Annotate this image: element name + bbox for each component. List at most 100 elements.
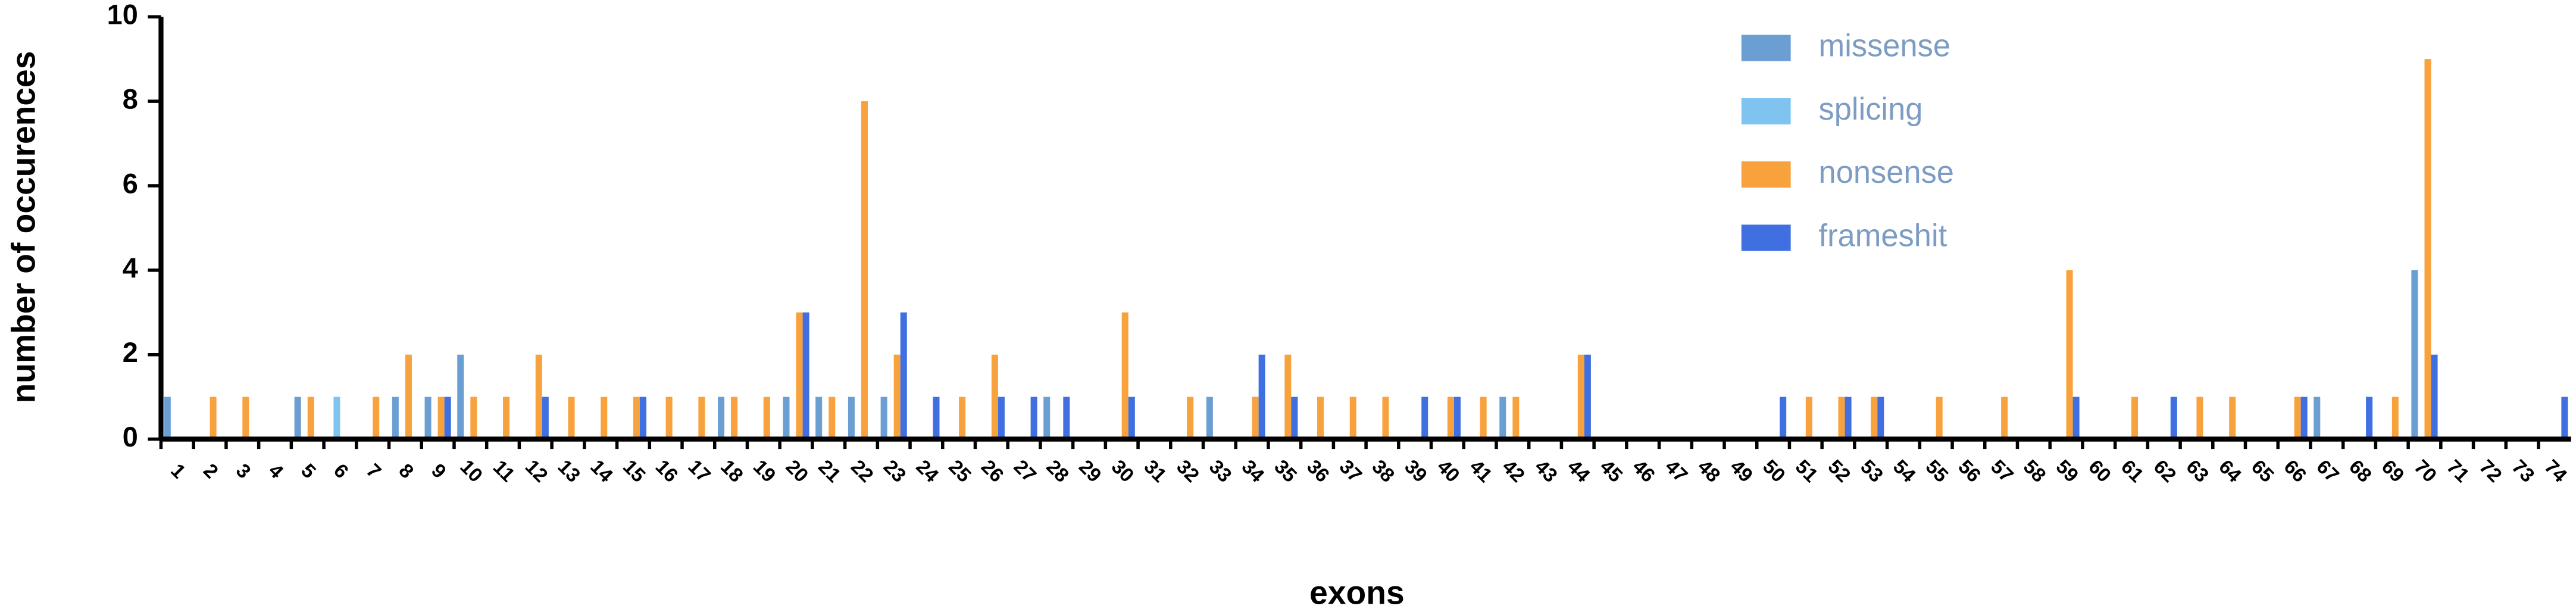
x-tick-label: 62 (2149, 455, 2180, 486)
x-tick-label: 53 (1856, 455, 1887, 486)
bar (2294, 396, 2301, 439)
bar (1447, 396, 1454, 439)
x-tick-label: 26 (977, 455, 1008, 486)
bar (1805, 396, 1812, 439)
x-tick-label: 16 (651, 455, 682, 486)
bar (1206, 396, 1213, 439)
bar (1871, 396, 1878, 439)
x-tick-label: 40 (1433, 455, 1464, 486)
bar (1577, 354, 1584, 439)
x-tick-label: 37 (1335, 455, 1366, 486)
bar (2366, 396, 2373, 439)
x-tick-label: 30 (1107, 455, 1138, 486)
bar (1063, 396, 1070, 439)
bar (1291, 396, 1298, 439)
bar (2431, 354, 2438, 439)
bar (542, 396, 549, 439)
bar (457, 354, 464, 439)
bar (991, 354, 998, 439)
x-tick-label: 18 (716, 455, 747, 486)
bar (2170, 396, 2177, 439)
x-tick-label: 24 (912, 455, 943, 487)
x-tick-label: 45 (1596, 455, 1627, 486)
bar (1453, 396, 1461, 439)
x-tick-label: 47 (1661, 455, 1692, 486)
bar (1512, 396, 1520, 439)
x-tick-label: 27 (1009, 455, 1040, 486)
x-tick-label: 29 (1074, 455, 1105, 486)
bar (470, 396, 477, 439)
x-tick-label: 56 (1954, 455, 1985, 486)
bar (998, 396, 1005, 439)
bar (639, 396, 647, 439)
x-tick-label: 1 (167, 460, 190, 483)
x-tick-label: 19 (749, 455, 780, 486)
bar (2424, 59, 2431, 439)
x-tick-label: 70 (2410, 455, 2441, 486)
bar (1780, 396, 1787, 439)
bar (829, 396, 836, 439)
bar (1936, 396, 1943, 439)
legend-label: nonsense (1819, 155, 1954, 190)
legend-swatch (1741, 35, 1791, 61)
x-tick-label: 41 (1465, 455, 1496, 486)
bar (424, 396, 432, 439)
x-tick-label: 68 (2344, 455, 2375, 486)
bar (1187, 396, 1194, 439)
bar (2072, 396, 2080, 439)
bar (1877, 396, 1884, 439)
x-tick-label: 65 (2247, 455, 2278, 486)
x-tick-label: 35 (1270, 455, 1300, 486)
legend-swatch (1741, 161, 1791, 188)
bar (535, 354, 542, 439)
bar (444, 396, 451, 439)
x-tick-label: 57 (1986, 455, 2017, 486)
x-tick-label: 21 (814, 455, 845, 486)
bar (848, 396, 855, 439)
bar (373, 396, 380, 439)
bar (893, 354, 901, 439)
x-tick-label: 8 (395, 460, 418, 483)
x-tick-label: 66 (2280, 455, 2311, 486)
x-tick-label: 20 (781, 455, 812, 486)
bar (1284, 354, 1292, 439)
bar (1584, 354, 1591, 439)
y-tick-label: 2 (123, 337, 138, 368)
x-tick-label: 72 (2475, 455, 2506, 486)
x-tick-label: 17 (684, 455, 715, 486)
bar (2411, 270, 2418, 439)
x-tick-label: 44 (1563, 455, 1595, 487)
x-tick-label: 51 (1791, 455, 1822, 486)
bar (1382, 396, 1389, 439)
bar (959, 396, 966, 439)
bar (1421, 396, 1428, 439)
x-tick-label: 67 (2312, 455, 2343, 486)
bar (601, 396, 608, 439)
x-tick-label: 6 (329, 460, 352, 483)
bar (1499, 396, 1506, 439)
bar (1480, 396, 1487, 439)
bar (294, 396, 301, 439)
bar (1043, 396, 1051, 439)
bar (210, 396, 217, 439)
bar (880, 396, 887, 439)
x-tick-label: 31 (1140, 455, 1171, 486)
bar (568, 396, 575, 439)
bar (2300, 396, 2308, 439)
legend-label: splicing (1819, 92, 1923, 127)
bar (665, 396, 673, 439)
bar (900, 312, 907, 439)
x-tick-label: 25 (944, 455, 975, 486)
x-tick-label: 73 (2508, 455, 2539, 486)
x-tick-label: 12 (521, 455, 552, 486)
x-tick-label: 63 (2182, 455, 2213, 486)
bar (333, 396, 340, 439)
bar (2131, 396, 2139, 439)
y-tick-label: 0 (123, 421, 138, 452)
bar (437, 396, 445, 439)
legend-label: missense (1819, 29, 1950, 64)
bar (1258, 354, 1265, 439)
bar (164, 396, 171, 439)
y-tick-label: 6 (123, 168, 138, 199)
bar (1128, 396, 1135, 439)
